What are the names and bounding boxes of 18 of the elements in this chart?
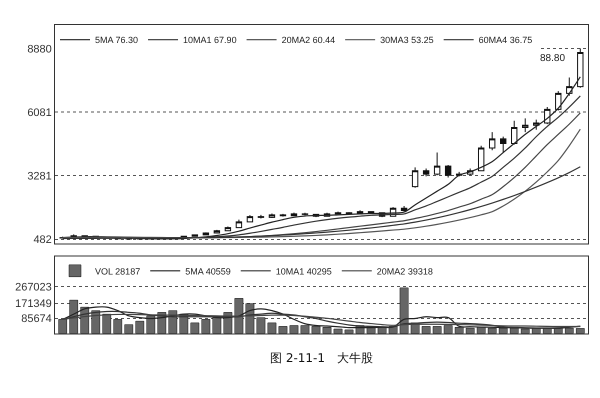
legend-label: 10MA1 67.90 xyxy=(183,35,237,46)
legend-label: 5MA 76.30 xyxy=(95,35,138,46)
caption: 图 2-11-1 大牛股 xyxy=(270,351,374,365)
y-tick-label: 6081 xyxy=(27,106,52,119)
y-tick-label: 8880 xyxy=(27,43,52,56)
y-tick-label: 85674 xyxy=(21,313,52,326)
legend-label: 10MA1 40295 xyxy=(276,266,332,276)
annotation: 88.80 xyxy=(540,53,566,64)
legend-label: 20MA2 39318 xyxy=(376,266,433,276)
legend-label: VOL 28187 xyxy=(95,266,140,276)
legend-label: 5MA 40559 xyxy=(185,266,231,276)
y-tick-label: 3281 xyxy=(27,170,52,183)
legend-label: 60MA4 36.75 xyxy=(478,35,532,46)
y-tick-label: 267023 xyxy=(15,281,52,294)
y-tick-label: 171349 xyxy=(15,298,52,310)
y-tick-label: 482 xyxy=(33,234,52,246)
legend-label: 30MA3 53.25 xyxy=(380,35,434,46)
legend-label: 20MA2 60.44 xyxy=(282,35,336,46)
